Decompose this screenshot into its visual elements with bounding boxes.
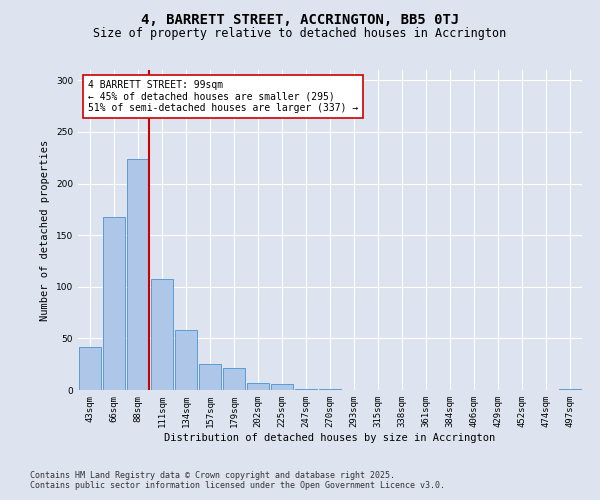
Bar (319, 389, 341, 390)
Text: 4 BARRETT STREET: 99sqm
← 45% of detached houses are smaller (295)
51% of semi-d: 4 BARRETT STREET: 99sqm ← 45% of detache… (88, 80, 358, 113)
Bar (127, 159, 149, 390)
Bar (223, 368, 245, 390)
Bar (247, 383, 269, 390)
Bar (295, 389, 317, 390)
Y-axis label: Number of detached properties: Number of detached properties (40, 140, 50, 320)
Bar (175, 330, 197, 390)
Bar (271, 384, 293, 390)
Bar (79, 346, 101, 390)
Bar (151, 278, 173, 390)
Text: Size of property relative to detached houses in Accrington: Size of property relative to detached ho… (94, 28, 506, 40)
Bar (103, 216, 125, 390)
Text: 4, BARRETT STREET, ACCRINGTON, BB5 0TJ: 4, BARRETT STREET, ACCRINGTON, BB5 0TJ (141, 12, 459, 26)
Text: Contains public sector information licensed under the Open Government Licence v3: Contains public sector information licen… (30, 481, 445, 490)
Bar (559, 389, 581, 390)
Text: Contains HM Land Registry data © Crown copyright and database right 2025.: Contains HM Land Registry data © Crown c… (30, 471, 395, 480)
X-axis label: Distribution of detached houses by size in Accrington: Distribution of detached houses by size … (164, 432, 496, 442)
Bar (199, 364, 221, 390)
